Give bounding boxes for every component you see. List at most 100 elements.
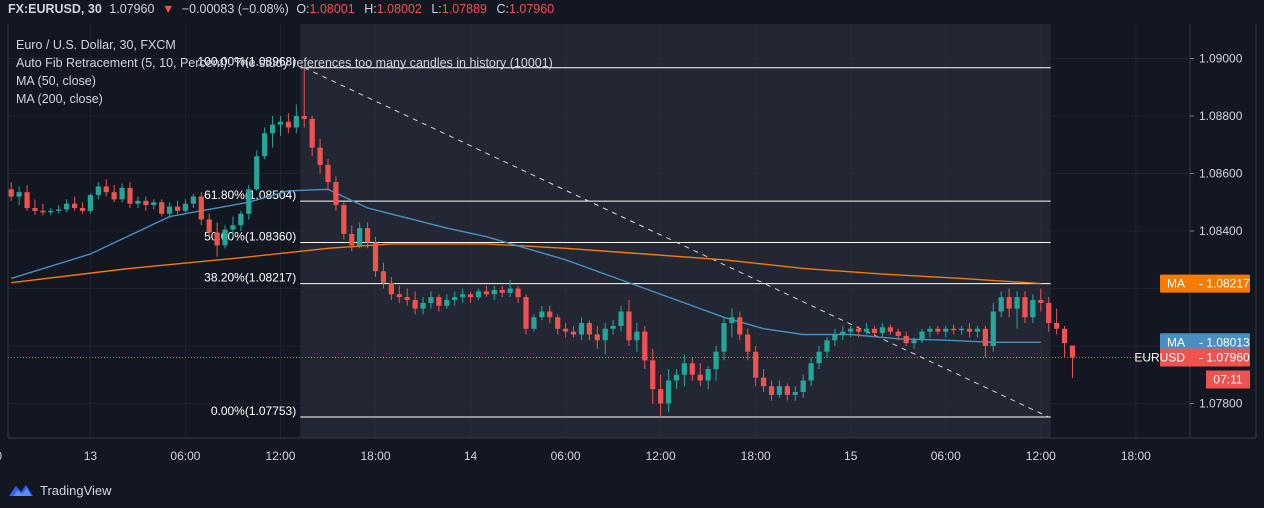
candle-down [325,164,331,183]
candle-up [634,331,640,341]
candle-up [444,300,450,306]
candle-down [333,182,339,206]
candle-down [317,147,323,165]
candle-up [95,186,101,196]
candle-up [238,213,244,226]
candle-down [737,317,743,335]
fib-level-label: 38.20%(1.08217) [204,271,296,285]
legend-fib[interactable]: Auto Fib Retracement (5, 10, Percent): T… [16,56,553,70]
candle-down [40,210,46,213]
candle-down [32,208,38,211]
candle-up [246,189,252,214]
candle-up [578,323,585,335]
candle-down [127,187,133,204]
candle-down [380,271,387,283]
candle-down [871,328,878,334]
candle-up [230,225,236,230]
time-tick-label: 18:00 [1121,449,1151,463]
time-tick-label: 06:00 [931,449,961,463]
countdown-bg [1206,370,1250,389]
fib-level-label: 100.00%(1.08968) [197,55,296,69]
tradingview-logo-icon [9,485,33,496]
candle-up [262,133,268,157]
candle-down [309,118,315,148]
indicator-legend: Euro / U.S. Dollar, 30, FXCM Auto Fib Re… [16,36,553,108]
time-tick-label: 06:00 [551,449,581,463]
candle-down [642,331,648,361]
candle-up [190,196,196,204]
candle-up [182,203,189,211]
candle-up [832,334,838,341]
candle-down [8,189,14,197]
candle-down [372,242,379,272]
candle-up [87,195,93,211]
candle-up [673,374,680,381]
candle-up [357,228,363,246]
candle-down [586,323,592,335]
candle-up [254,156,260,190]
candle-up [943,328,949,332]
legend-ma50[interactable]: MA (50, close) [16,74,96,88]
candle-down [198,196,204,220]
candle-up [705,369,711,381]
price-tick-label: 1.08400 [1199,224,1243,238]
price-tick-label: 1.08600 [1199,167,1243,181]
candle-up [428,297,434,303]
candle-up [808,363,814,381]
candle-down [214,232,220,246]
candle-down [174,206,181,211]
candle-up [491,289,497,295]
legend-ma200[interactable]: MA (200, close) [16,92,103,106]
candle-down [523,297,529,329]
candle-up [816,351,822,364]
candle-up [974,328,981,332]
symbol-name[interactable]: FX:EURUSD, 30 [8,2,102,16]
candle-down [467,294,474,298]
candle-down [143,200,149,206]
price-tag-value: - 1.08217 [1199,277,1250,291]
candle-down [951,328,957,331]
price-tag-bg [1160,348,1250,367]
candle-down [547,311,553,318]
candle-down [689,363,695,375]
time-tick-label: 00 [0,449,2,463]
price-change: −0.00083 (−0.08%) [181,2,289,16]
fib-zone [300,24,1051,438]
last-price: 1.07960 [109,2,155,16]
candle-down [388,282,394,295]
candle-up [729,317,735,323]
price-tag-label: MA [1167,277,1185,291]
chart-title[interactable]: Euro / U.S. Dollar, 30, FXCM [16,38,176,52]
price-tag-bg [1160,274,1250,293]
candle-down [784,386,790,395]
candle-down [111,192,117,200]
fib-trend-line [304,67,1049,418]
candle-down [594,334,600,341]
candle-up [990,311,996,346]
price-tag-label: MA [1167,335,1185,349]
countdown-label: 07:11 [1213,373,1242,387]
candle-up [618,311,624,326]
candle-down [626,311,632,341]
brand-name: TradingView [40,482,112,498]
price-tag-value: - 1.08013 [1199,335,1250,349]
candle-down [341,205,347,234]
high-value: 1.08002 [376,2,422,16]
candle-up [879,327,885,334]
candle-down [753,351,759,378]
candle-up [911,340,917,344]
change-down-icon: ▼ [161,2,175,16]
candle-down [1046,302,1052,323]
candle-down [396,294,402,298]
candle-up [665,380,672,404]
tradingview-branding[interactable]: TradingView [8,482,112,498]
time-tick-label: 18:00 [361,449,391,463]
price-tag: MA - 1.08013 [1160,333,1250,352]
candle-up [269,124,276,134]
candle-up [119,187,125,200]
price-tag-value: - 1.07960 [1199,351,1250,365]
time-tick-label: 14 [464,449,478,463]
candle-down [650,360,656,390]
candle-up [713,351,719,369]
